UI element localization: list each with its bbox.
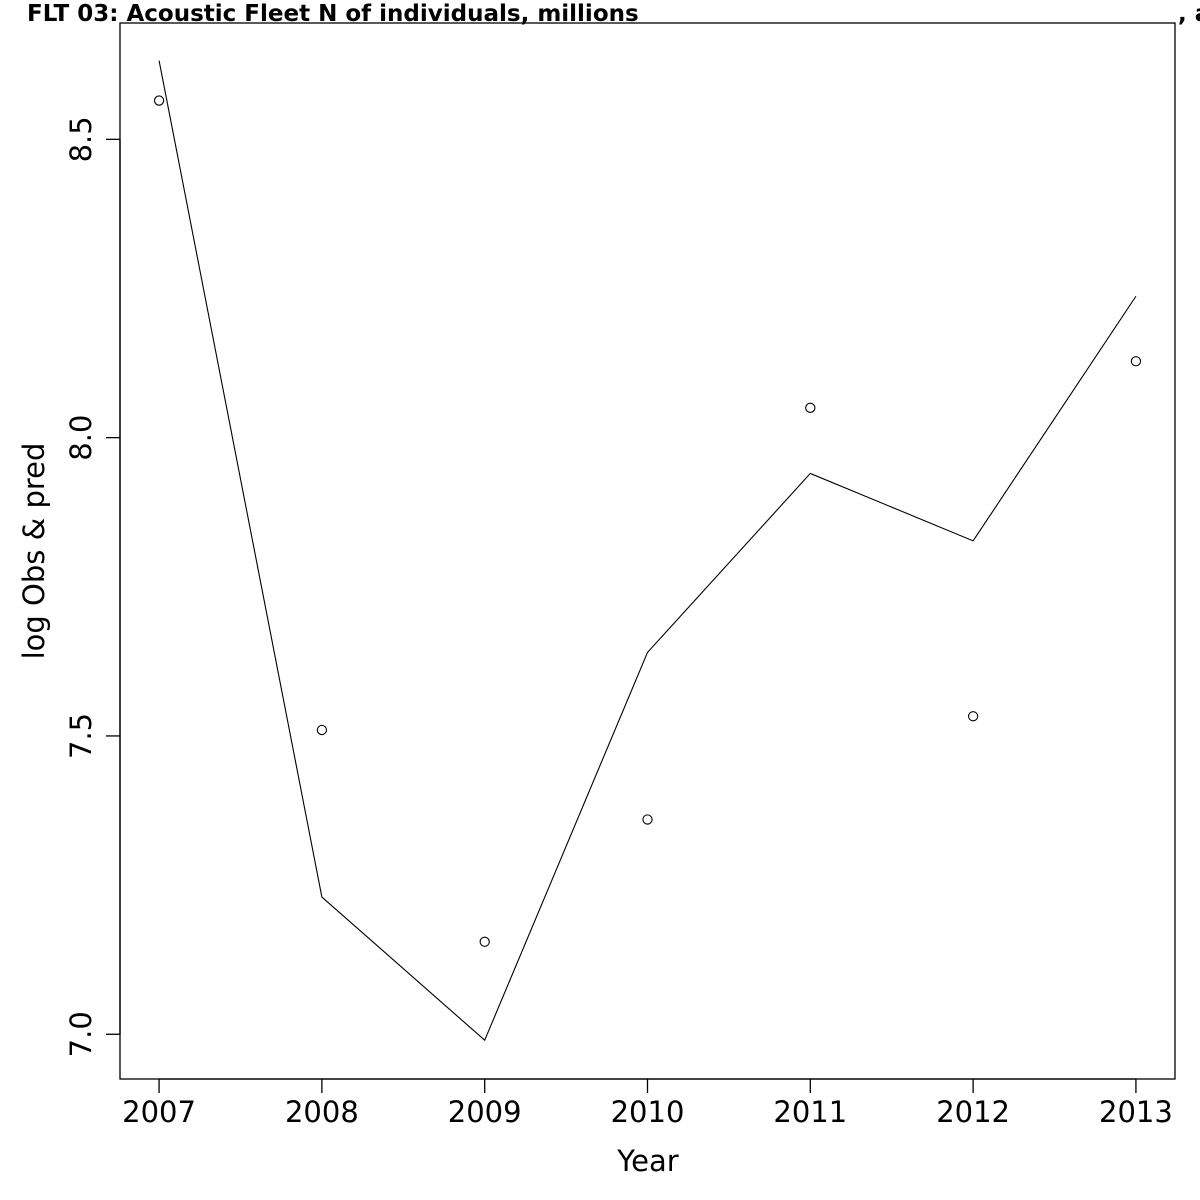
observed-point (316, 724, 328, 736)
observed-point (642, 814, 653, 825)
x-tick-label: 2011 (773, 1095, 847, 1129)
observed-point (805, 402, 816, 413)
x-tick-label: 2008 (285, 1095, 359, 1129)
y-tick-label: 7.0 (64, 1011, 98, 1057)
observed-point (153, 95, 165, 106)
series-layer (153, 60, 1142, 1042)
y-axis: 7.0 7.5 8.0 8.5 (64, 116, 121, 1057)
x-tick-label: 2009 (448, 1095, 522, 1129)
x-tick-label: 2010 (611, 1095, 685, 1129)
chart-title-fragment: , a (1178, 1, 1200, 27)
observed-point (967, 711, 979, 722)
x-axis: 2007 2008 2009 2010 2011 2012 2013 (122, 1078, 1173, 1129)
x-axis-label: Year (616, 1144, 678, 1178)
x-tick-label: 2012 (936, 1095, 1010, 1129)
x-tick-label: 2013 (1099, 1095, 1173, 1129)
predicted-line (158, 60, 1137, 1042)
x-tick-label: 2007 (122, 1095, 196, 1129)
y-tick-label: 7.5 (64, 713, 98, 759)
y-tick-label: 8.5 (64, 116, 98, 162)
plot-frame (119, 22, 1176, 1080)
observed-point (1130, 356, 1142, 367)
y-tick-label: 8.0 (64, 415, 98, 461)
y-axis-label: log Obs & pred (17, 443, 51, 660)
observed-point (479, 936, 490, 947)
